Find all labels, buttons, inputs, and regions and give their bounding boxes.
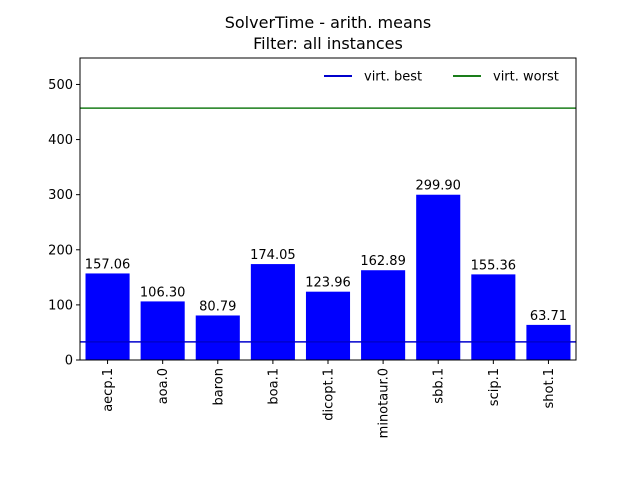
x-tick-label: aoa.0: [156, 368, 171, 404]
x-tick-label: minotaur.0: [377, 368, 392, 438]
bar-dicopt.1: [305, 291, 351, 360]
x-tick-label: sbb.1: [432, 368, 447, 404]
x-tick-label: scip.1: [487, 368, 502, 406]
chart-title: SolverTime - arith. means: [225, 13, 432, 32]
data-label: 63.71: [530, 309, 567, 324]
data-label: 106.30: [140, 285, 186, 300]
data-label: 80.79: [199, 299, 236, 314]
data-label: 162.89: [360, 254, 406, 269]
y-tick-label: 0: [65, 354, 73, 369]
bar-sbb.1: [416, 194, 461, 360]
plot-area: 157.06 106.30 80.79 174.05 123.96 162.89 299.9…: [80, 107, 576, 360]
bar-boa.1: [250, 264, 295, 360]
x-tick-label: baron: [211, 368, 226, 405]
y-tick-label: 200: [48, 243, 73, 258]
x-tick-label: boa.1: [266, 368, 281, 405]
y-tick-label: 100: [48, 298, 73, 313]
y-tick-label: 500: [48, 78, 73, 93]
bar-baron: [195, 315, 240, 360]
data-label: 299.90: [415, 179, 461, 194]
x-tick-label: aecp.1: [101, 368, 116, 412]
legend-label: virt. best: [364, 70, 422, 85]
x-tick-label: shot.1: [542, 368, 557, 408]
data-label: 155.36: [471, 258, 517, 273]
bar-scip.1: [471, 274, 516, 360]
bar-aecp.1: [85, 273, 130, 360]
data-label: 123.96: [305, 276, 351, 291]
y-tick-label: 300: [48, 188, 73, 203]
chart-subtitle: Filter: all instances: [253, 34, 403, 53]
x-tick-label: dicopt.1: [322, 368, 337, 421]
data-label: 157.06: [85, 257, 131, 272]
bar-aoa.0: [140, 301, 185, 360]
legend-label: virt. worst: [493, 70, 559, 85]
bar-minotaur.0: [361, 270, 406, 360]
data-label: 174.05: [250, 248, 296, 263]
legend: virt. best virt. worst: [324, 70, 559, 85]
y-tick-label: 400: [48, 133, 73, 148]
